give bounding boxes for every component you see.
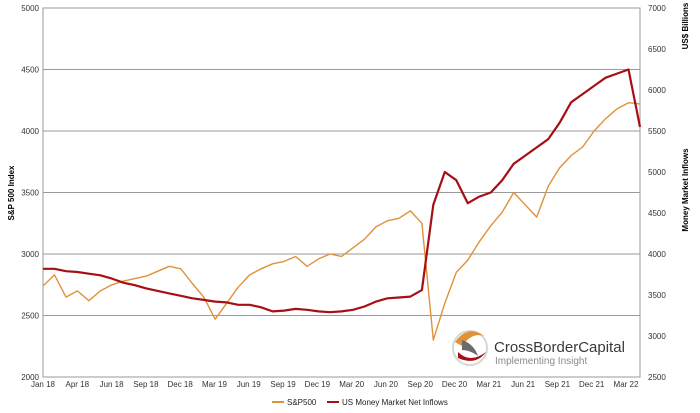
- legend-label-sp500: S&P500: [287, 398, 317, 407]
- crossborder-capital-logo: CrossBorderCapital Implementing Insight: [452, 330, 625, 367]
- x-tick-label: Jun 20: [374, 380, 399, 389]
- right-tick-label: 7000: [648, 4, 666, 13]
- x-tick-label: Jun 21: [511, 380, 536, 389]
- x-tick-label: Mar 22: [614, 380, 639, 389]
- plot-border: [42, 7, 641, 378]
- right-axis-unit-label: US$ Billions: [681, 2, 690, 49]
- left-tick-label: 3000: [21, 250, 39, 259]
- right-tick-label: 5000: [648, 168, 666, 177]
- x-tick-label: Apr 18: [66, 380, 90, 389]
- left-axis-ticks: 2000 2500 3000 3500 4000 4500 5000: [21, 4, 39, 382]
- x-tick-label: Mar 21: [476, 380, 501, 389]
- x-axis-ticks: Jan 18 Apr 18 Jun 18 Sep 18 Dec 18 Mar 19 Jun …: [31, 380, 639, 389]
- left-tick-label: 5000: [21, 4, 39, 13]
- right-tick-label: 6500: [648, 45, 666, 54]
- right-tick-label: 2500: [648, 373, 666, 382]
- logo-name-part-1: CrossBorder: [494, 339, 578, 356]
- series-line-sp500: [42, 101, 641, 341]
- x-tick-label: Sep 21: [545, 380, 571, 389]
- x-tick-label: Dec 20: [442, 380, 468, 389]
- x-tick-label: Jun 18: [100, 380, 125, 389]
- left-tick-label: 4500: [21, 66, 39, 75]
- x-tick-label: Sep 18: [133, 380, 159, 389]
- series-line-money-market-inflows: [43, 68, 642, 314]
- legend-label-money-market: US Money Market Net Inflows: [342, 398, 448, 407]
- x-tick-label: Mar 20: [339, 380, 364, 389]
- right-axis-title: Money Market Inflows: [681, 148, 690, 232]
- right-tick-label: 3000: [648, 332, 666, 341]
- x-tick-label: Sep 20: [408, 380, 434, 389]
- series-layer: [42, 68, 642, 341]
- left-axis-title: S&P 500 Index: [7, 165, 16, 221]
- x-tick-label: Jan 18: [31, 380, 56, 389]
- left-tick-label: 4000: [21, 127, 39, 136]
- x-tick-label: Dec 19: [305, 380, 331, 389]
- x-tick-label: Dec 18: [167, 380, 193, 389]
- right-tick-label: 6000: [648, 86, 666, 95]
- x-tick-label: Jun 19: [237, 380, 262, 389]
- right-tick-label: 4500: [648, 209, 666, 218]
- x-tick-label: Sep 19: [270, 380, 296, 389]
- right-tick-label: 5500: [648, 127, 666, 136]
- x-tick-label: Dec 21: [579, 380, 605, 389]
- right-tick-label: 4000: [648, 250, 666, 259]
- legend: S&P500 US Money Market Net Inflows: [272, 398, 448, 407]
- logo-tagline: Implementing Insight: [495, 356, 587, 367]
- right-tick-label: 3500: [648, 291, 666, 300]
- logo-name-part-2: Capital: [578, 339, 625, 356]
- left-tick-label: 2500: [21, 312, 39, 321]
- left-tick-label: 3500: [21, 189, 39, 198]
- gridlines: [43, 7, 640, 378]
- logo-swirl-icon: [452, 330, 488, 366]
- logo-name: CrossBorderCapital: [494, 339, 625, 356]
- right-axis-ticks: 2500 3000 3500 4000 4500 5000 5500 6000 6500 7000: [648, 4, 666, 382]
- x-tick-label: Mar 19: [202, 380, 227, 389]
- left-tick-label: 2000: [21, 373, 39, 382]
